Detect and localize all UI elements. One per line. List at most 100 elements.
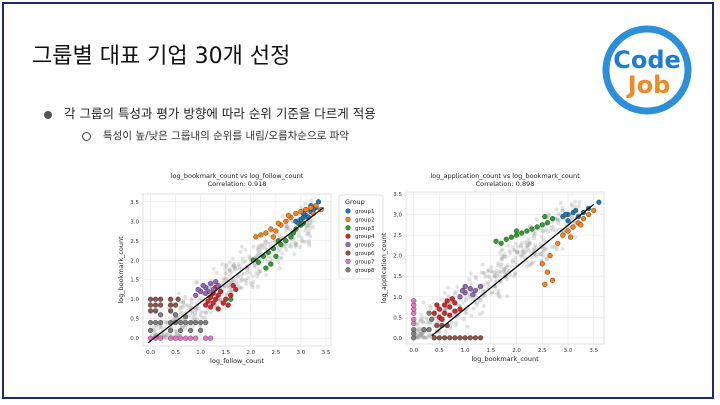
legend-entry: group5 [355, 243, 375, 249]
background-point [532, 233, 537, 238]
background-point [553, 228, 558, 233]
background-point [293, 241, 298, 246]
background-point [514, 241, 519, 246]
legend-entry: group1 [355, 209, 374, 215]
background-point [544, 227, 549, 232]
background-point [557, 218, 562, 223]
background-point [544, 257, 549, 262]
background-point [531, 231, 536, 236]
background-point [278, 246, 283, 251]
logo-text-top: Code [613, 46, 681, 74]
background-point [232, 277, 237, 282]
background-point [500, 255, 505, 260]
background-point [446, 294, 451, 299]
data-point-group3 [544, 220, 551, 226]
background-point [308, 221, 313, 226]
background-point [204, 311, 209, 316]
background-point [533, 231, 538, 236]
background-point [490, 290, 495, 295]
data-point-group6 [467, 335, 473, 341]
background-point [570, 203, 575, 208]
legend-marker [345, 267, 351, 273]
background-point [232, 267, 237, 272]
legend-marker [345, 250, 351, 256]
background-point [181, 300, 186, 305]
background-point [285, 226, 290, 231]
data-point-group6 [173, 302, 179, 308]
background-point [539, 235, 544, 240]
background-point [415, 335, 420, 340]
background-point [299, 205, 304, 210]
background-point [501, 268, 506, 273]
background-point [308, 226, 313, 231]
plot-area [405, 191, 605, 345]
background-point [223, 284, 228, 289]
y-tick-label: 2.0 [393, 254, 402, 260]
background-point [240, 256, 245, 261]
x-tick-label: 2.5 [271, 350, 280, 356]
legend-entry: group4 [355, 234, 375, 240]
background-point [191, 314, 196, 319]
background-point [529, 255, 534, 260]
background-point [162, 334, 167, 339]
data-point-group6 [462, 335, 468, 341]
x-tick-label: 1.5 [221, 350, 230, 356]
background-point [253, 265, 258, 270]
background-point [475, 300, 480, 305]
data-point-group1 [315, 199, 322, 205]
background-point [480, 262, 485, 267]
background-point [415, 321, 420, 326]
background-point [503, 270, 508, 275]
background-point [230, 278, 235, 283]
background-point [203, 315, 208, 320]
background-point [545, 257, 550, 262]
background-point [494, 274, 499, 279]
background-point [236, 262, 241, 267]
background-point [238, 285, 243, 290]
background-point [189, 296, 194, 301]
background-point [481, 288, 486, 293]
background-point [471, 306, 476, 311]
bullet-main-text: 각 그룹의 특성과 평가 방향에 따라 순위 기준을 다르게 적용 [64, 106, 376, 121]
background-point [416, 335, 421, 340]
background-point [239, 286, 244, 291]
background-point [241, 260, 246, 265]
background-point [303, 201, 308, 206]
background-point [429, 306, 434, 311]
background-point [163, 331, 168, 336]
background-point [437, 311, 442, 316]
background-point [419, 331, 424, 336]
background-point [520, 255, 525, 260]
background-point [260, 243, 265, 248]
background-point [465, 324, 470, 329]
legend-title: Group [345, 198, 365, 206]
bullet-sub-text: 특성이 높/낮은 그룹내의 순위를 내림/오름차순으로 파악 [103, 130, 349, 142]
background-point [538, 251, 543, 256]
background-point [569, 216, 574, 221]
y-tick-label: 3.5 [130, 200, 139, 206]
data-point-group5 [477, 283, 484, 290]
background-point [421, 300, 426, 305]
background-point [526, 236, 531, 241]
data-point-group6 [152, 302, 159, 308]
background-point [222, 285, 227, 290]
data-point-group8 [426, 327, 432, 333]
background-point [227, 267, 232, 272]
background-point [556, 212, 561, 217]
background-point [515, 249, 520, 254]
background-point [508, 251, 513, 256]
data-point-group4 [431, 310, 437, 316]
background-point [486, 280, 491, 285]
data-point-group3 [529, 226, 535, 232]
background-point [550, 224, 555, 229]
data-point-group4 [449, 296, 455, 302]
bullet-ring-icon [82, 131, 91, 141]
background-point [224, 277, 229, 282]
background-point [174, 330, 179, 335]
background-point [278, 255, 283, 260]
data-point-group2 [555, 240, 561, 246]
x-tick-label: 3.5 [322, 350, 331, 356]
background-point [530, 260, 535, 265]
background-point [492, 285, 497, 290]
background-point [482, 271, 487, 276]
